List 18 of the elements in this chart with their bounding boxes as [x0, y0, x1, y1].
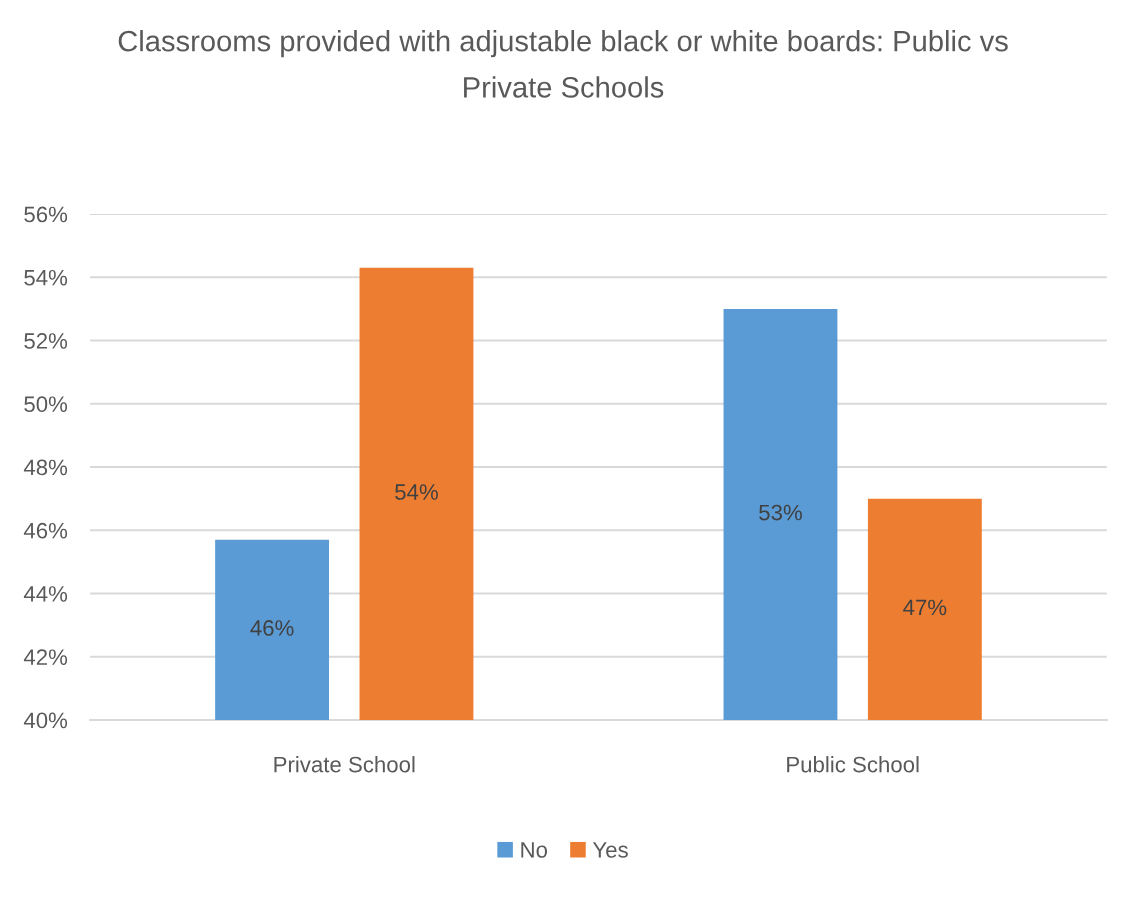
- y-tick-label: 40%: [23, 712, 68, 729]
- x-tick-label: Public School: [787, 756, 919, 773]
- data-label: 53%: [759, 504, 802, 521]
- chart-title: Classrooms provided with adjustable black or white boards: Public vs Private Schools: [118, 30, 1008, 98]
- x-tick-label: Private School: [274, 756, 415, 773]
- legend-label: No: [521, 842, 548, 858]
- y-tick-label: 42%: [23, 649, 68, 665]
- y-tick-label: 50%: [24, 396, 68, 413]
- data-label: 47%: [903, 599, 947, 616]
- y-tick-label: 54%: [24, 269, 68, 286]
- y-tick-label: 46%: [23, 522, 68, 539]
- y-tick-label: 52%: [24, 333, 68, 349]
- y-tick-label: 44%: [23, 586, 68, 602]
- legend-label: Yes: [592, 842, 628, 858]
- data-label: 46%: [250, 620, 294, 636]
- y-tick-label: 48%: [23, 459, 68, 476]
- y-tick-label: 56%: [24, 206, 68, 223]
- data-label: 54%: [395, 484, 438, 500]
